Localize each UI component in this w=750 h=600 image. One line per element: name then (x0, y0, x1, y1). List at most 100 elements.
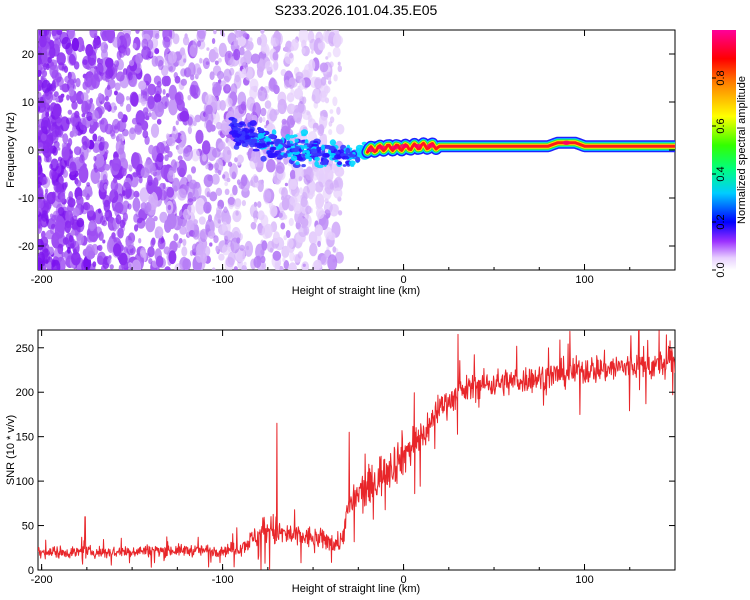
noise-blob (162, 89, 166, 95)
noise-blob (53, 181, 63, 193)
noise-blob (329, 61, 334, 68)
noise-blob (227, 197, 236, 207)
signal-blob (303, 144, 308, 149)
noise-blob (156, 142, 166, 155)
noise-blob (288, 53, 294, 59)
noise-blob (85, 244, 95, 260)
noise-blob (319, 133, 328, 148)
noise-blob (315, 193, 325, 209)
signal-band-layer (365, 141, 675, 154)
signal-blob (322, 158, 328, 164)
noise-blob (199, 57, 203, 64)
noise-blob (70, 230, 76, 236)
noise-blob (129, 127, 135, 135)
noise-blob (192, 229, 200, 240)
noise-blob (250, 221, 257, 230)
noise-blob (75, 77, 81, 88)
noise-blob (114, 64, 119, 72)
noise-blob (125, 240, 134, 250)
noise-blob (115, 214, 122, 225)
noise-blob (84, 73, 93, 88)
noise-blob (59, 161, 63, 167)
noise-blob (320, 35, 325, 42)
noise-blob (130, 92, 139, 107)
noise-blob (103, 199, 111, 213)
noise-blob (39, 34, 47, 48)
noise-blob (309, 31, 314, 38)
noise-blob (135, 30, 140, 34)
signal-blob (273, 138, 281, 145)
colorbar-tick-label: 0.0 (715, 262, 727, 277)
noise-blob (76, 195, 84, 206)
noise-blob (305, 168, 314, 181)
noise-blob (281, 197, 290, 211)
noise-blob (213, 213, 222, 229)
noise-blob (136, 217, 146, 229)
figure-title: S233.2026.101.04.35.E05 (275, 2, 438, 18)
noise-blob (312, 87, 322, 104)
x-tick-label: 0 (400, 574, 406, 586)
noise-blob (73, 146, 82, 156)
noise-blob (39, 176, 44, 183)
noise-blob (148, 144, 155, 155)
noise-blob (299, 78, 306, 90)
noise-blob (328, 77, 332, 81)
noise-blob (234, 157, 238, 163)
noise-blob (283, 79, 290, 89)
noise-blob (74, 110, 80, 119)
noise-blob (53, 59, 58, 66)
noise-blob (140, 202, 147, 211)
noise-blob (313, 169, 320, 177)
noise-blob (72, 207, 80, 218)
noise-blob (115, 139, 125, 155)
noise-blob (302, 263, 306, 267)
noise-blob (283, 235, 288, 241)
noise-blob (155, 155, 164, 171)
signal-blob (314, 156, 320, 162)
noise-blob (172, 177, 180, 192)
noise-blob (252, 102, 262, 119)
signal-blob (311, 143, 318, 147)
noise-blob (61, 66, 65, 72)
noise-blob (182, 146, 193, 162)
noise-blob (41, 230, 46, 239)
noise-blob (68, 71, 76, 86)
noise-blob (104, 67, 113, 79)
signal-hotspot (562, 140, 571, 145)
noise-blob (259, 33, 268, 48)
noise-blob (259, 150, 264, 156)
noise-blob (62, 133, 69, 144)
noise-blob (51, 30, 62, 41)
noise-blob (233, 231, 240, 239)
noise-blob (166, 212, 177, 230)
noise-blob (273, 109, 280, 116)
noise-blob (187, 116, 193, 126)
noise-blob (309, 243, 318, 257)
noise-blob (71, 101, 78, 110)
noise-blob (153, 215, 158, 222)
signal-hotspot (414, 143, 423, 149)
noise-blob (222, 174, 226, 179)
colorbar-gradient (712, 30, 736, 270)
noise-blob (102, 239, 106, 244)
noise-blob (47, 56, 52, 64)
noise-blob (187, 203, 196, 216)
noise-blob (190, 80, 199, 96)
noise-blob (251, 148, 260, 164)
signal-blob (283, 153, 288, 158)
signal-blob (308, 156, 312, 162)
noise-blob (105, 57, 114, 69)
noise-blob (102, 141, 106, 146)
noise-blob (272, 231, 281, 245)
noise-blob (88, 230, 99, 242)
noise-blob (52, 103, 62, 118)
noise-blob (114, 90, 118, 96)
noise-blob (239, 244, 245, 251)
noise-blob (224, 188, 230, 195)
noise-blob (184, 33, 188, 39)
noise-blob (266, 159, 276, 173)
signal-blob (234, 127, 242, 131)
noise-blob (260, 30, 265, 34)
noise-blob (62, 182, 67, 190)
